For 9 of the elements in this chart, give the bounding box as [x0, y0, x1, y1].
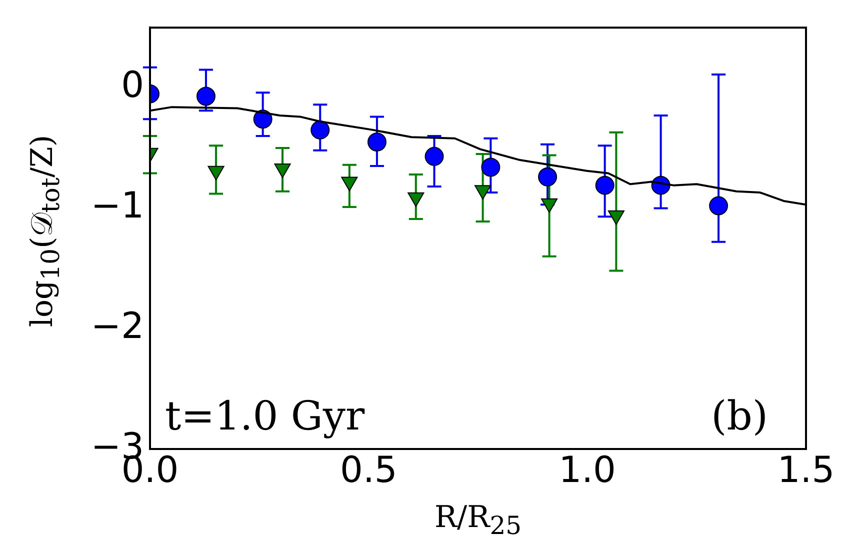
annotation: (b): [711, 393, 768, 440]
y-tick-label: −2: [90, 306, 144, 347]
y-tick-label: −1: [90, 186, 144, 227]
x-tick-label: 1.5: [777, 450, 835, 491]
annotation: t=1.0 Gyr: [165, 393, 366, 440]
x-tick-label: 0.5: [340, 450, 398, 491]
x-axis-title: R/R$_{25}$: [434, 500, 522, 540]
y-tick-label: 0: [121, 65, 144, 106]
x-tick-label: 1.0: [558, 450, 616, 491]
